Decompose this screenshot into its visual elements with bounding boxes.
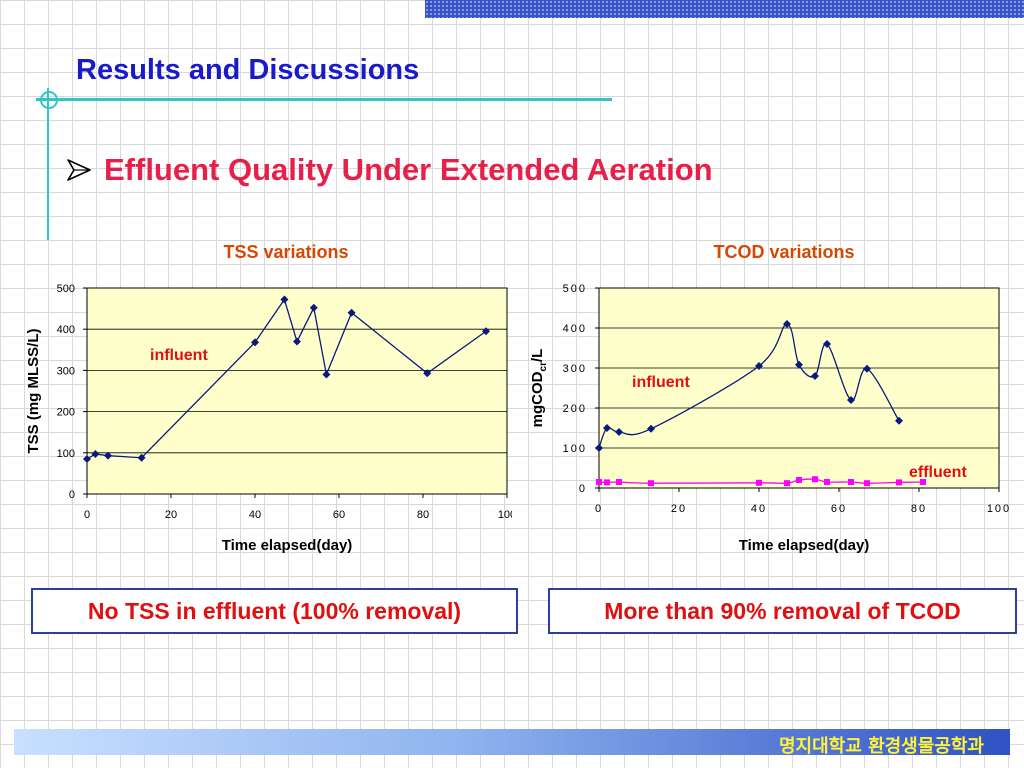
series-annotation: influent [150, 347, 208, 364]
x-axis-label: Time elapsed(day) [222, 537, 353, 554]
tcod-chart: TCOD variations 0 100 200 300 400 500 0 20 40 60 80… [512, 232, 1024, 568]
tss-chart: TSS variations 0 100 200 300 400 500 0 20 40 60 80 1… [0, 232, 512, 568]
data-point-influent [595, 444, 603, 452]
data-point-effluent [896, 479, 902, 486]
data-point-influent [811, 372, 819, 380]
data-point-influent [615, 428, 623, 436]
data-point-influent [783, 320, 791, 328]
y-tick-label: 200 [563, 403, 587, 415]
footer-bar: 명지대학교 환경생물공학과 [14, 729, 1010, 757]
data-point-influent [423, 369, 432, 378]
data-point-influent [795, 360, 803, 369]
data-point-influent [347, 308, 356, 317]
tcod-note-text: More than 90% removal of TCOD [604, 597, 961, 624]
tss-chart-svg: TSS variations 0 100 200 300 400 500 0 20 40 60 80 1… [25, 242, 512, 554]
tss-note-text: No TSS in effluent (100% removal) [87, 597, 462, 624]
y-tick-label: 0 [579, 483, 587, 495]
x-tick-label: 80 [911, 503, 927, 515]
data-point-influent [251, 338, 259, 347]
data-point-effluent [784, 480, 790, 487]
plot-area [598, 287, 1000, 489]
data-point-influent [293, 337, 301, 346]
series-annotation: influent [632, 374, 690, 391]
data-point-effluent [616, 479, 622, 485]
data-point-influent [104, 451, 112, 460]
tcod-note-box: More than 90% removal of TCOD [548, 588, 1017, 634]
data-point-influent [895, 416, 903, 425]
data-point-influent [83, 454, 91, 463]
y-axis-label-sub: cr [538, 362, 549, 372]
x-tick-label: 100 [987, 503, 1011, 515]
data-point-influent [322, 370, 331, 379]
data-point-influent [823, 340, 831, 348]
x-tick-label: 60 [831, 503, 847, 515]
x-tick-label: 20 [671, 503, 687, 515]
rule-ring-ornament [40, 91, 58, 109]
data-point-effluent [864, 480, 870, 487]
y-tick-label: 200 [57, 407, 75, 419]
bullet-heading: Effluent Quality Under Extended Aeration [66, 152, 713, 188]
x-tick-label: 100 [498, 509, 512, 521]
data-point-influent [755, 362, 763, 370]
y-tick-label: 100 [563, 443, 587, 455]
title-vertical-rule [47, 88, 49, 240]
y-tick-label: 300 [563, 363, 587, 375]
data-point-influent [647, 424, 655, 433]
chart-title: TCOD variations [713, 242, 854, 262]
y-tick-label: 400 [563, 323, 587, 335]
tcod-chart-svg: TCOD variations 0 100 200 300 400 500 0 20 40 60 80… [529, 242, 1011, 554]
x-tick-label: 0 [595, 503, 603, 515]
data-point-effluent [604, 479, 610, 486]
data-point-effluent [848, 479, 854, 485]
x-tick-label: 20 [165, 509, 177, 521]
y-tick-label: 500 [563, 283, 587, 295]
data-point-influent [137, 453, 146, 462]
data-point-influent [91, 450, 100, 459]
data-point-influent [603, 424, 611, 432]
y-tick-label: 0 [69, 489, 75, 501]
plot-area [86, 287, 508, 495]
chart-title: TSS variations [223, 242, 348, 262]
data-point-influent [863, 364, 871, 373]
data-point-effluent [920, 479, 926, 485]
y-axis-label-suffix: /L [529, 349, 546, 362]
tss-note-box: No TSS in effluent (100% removal) [31, 588, 518, 634]
title-underline [36, 98, 612, 101]
bullet-text: Effluent Quality Under Extended Aeration [104, 152, 713, 187]
data-point-effluent [756, 479, 762, 486]
y-tick-label: 100 [57, 448, 75, 460]
footer-text: 명지대학교 환경생물공학과 [779, 736, 984, 757]
series-annotation: effluent [909, 464, 967, 481]
data-point-influent [280, 295, 289, 304]
data-point-influent [482, 327, 490, 336]
y-axis-label: TSS (mg MLSS/L) [25, 329, 42, 454]
x-axis-label: Time elapsed(day) [739, 537, 870, 554]
x-tick-label: 40 [751, 503, 767, 515]
top-pattern-band [425, 0, 1024, 18]
data-point-effluent [812, 476, 818, 483]
y-tick-label: 400 [57, 324, 75, 336]
x-tick-label: 60 [333, 509, 345, 521]
slide-title: Results and Discussions [76, 54, 420, 86]
x-tick-label: 0 [84, 509, 90, 521]
data-point-influent [847, 396, 855, 404]
y-tick-label: 300 [57, 365, 75, 377]
data-point-effluent [596, 479, 602, 485]
data-point-effluent [796, 477, 802, 483]
y-tick-label: 500 [57, 283, 75, 295]
x-tick-label: 40 [249, 509, 261, 521]
data-point-effluent [648, 480, 654, 487]
data-point-influent [309, 303, 318, 312]
x-tick-label: 80 [417, 509, 429, 521]
data-point-effluent [824, 479, 830, 485]
arrow-bullet-icon [67, 159, 91, 181]
y-axis-label: mgCODcr/L [529, 349, 549, 428]
